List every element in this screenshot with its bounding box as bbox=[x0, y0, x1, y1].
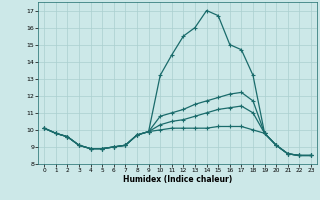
X-axis label: Humidex (Indice chaleur): Humidex (Indice chaleur) bbox=[123, 175, 232, 184]
